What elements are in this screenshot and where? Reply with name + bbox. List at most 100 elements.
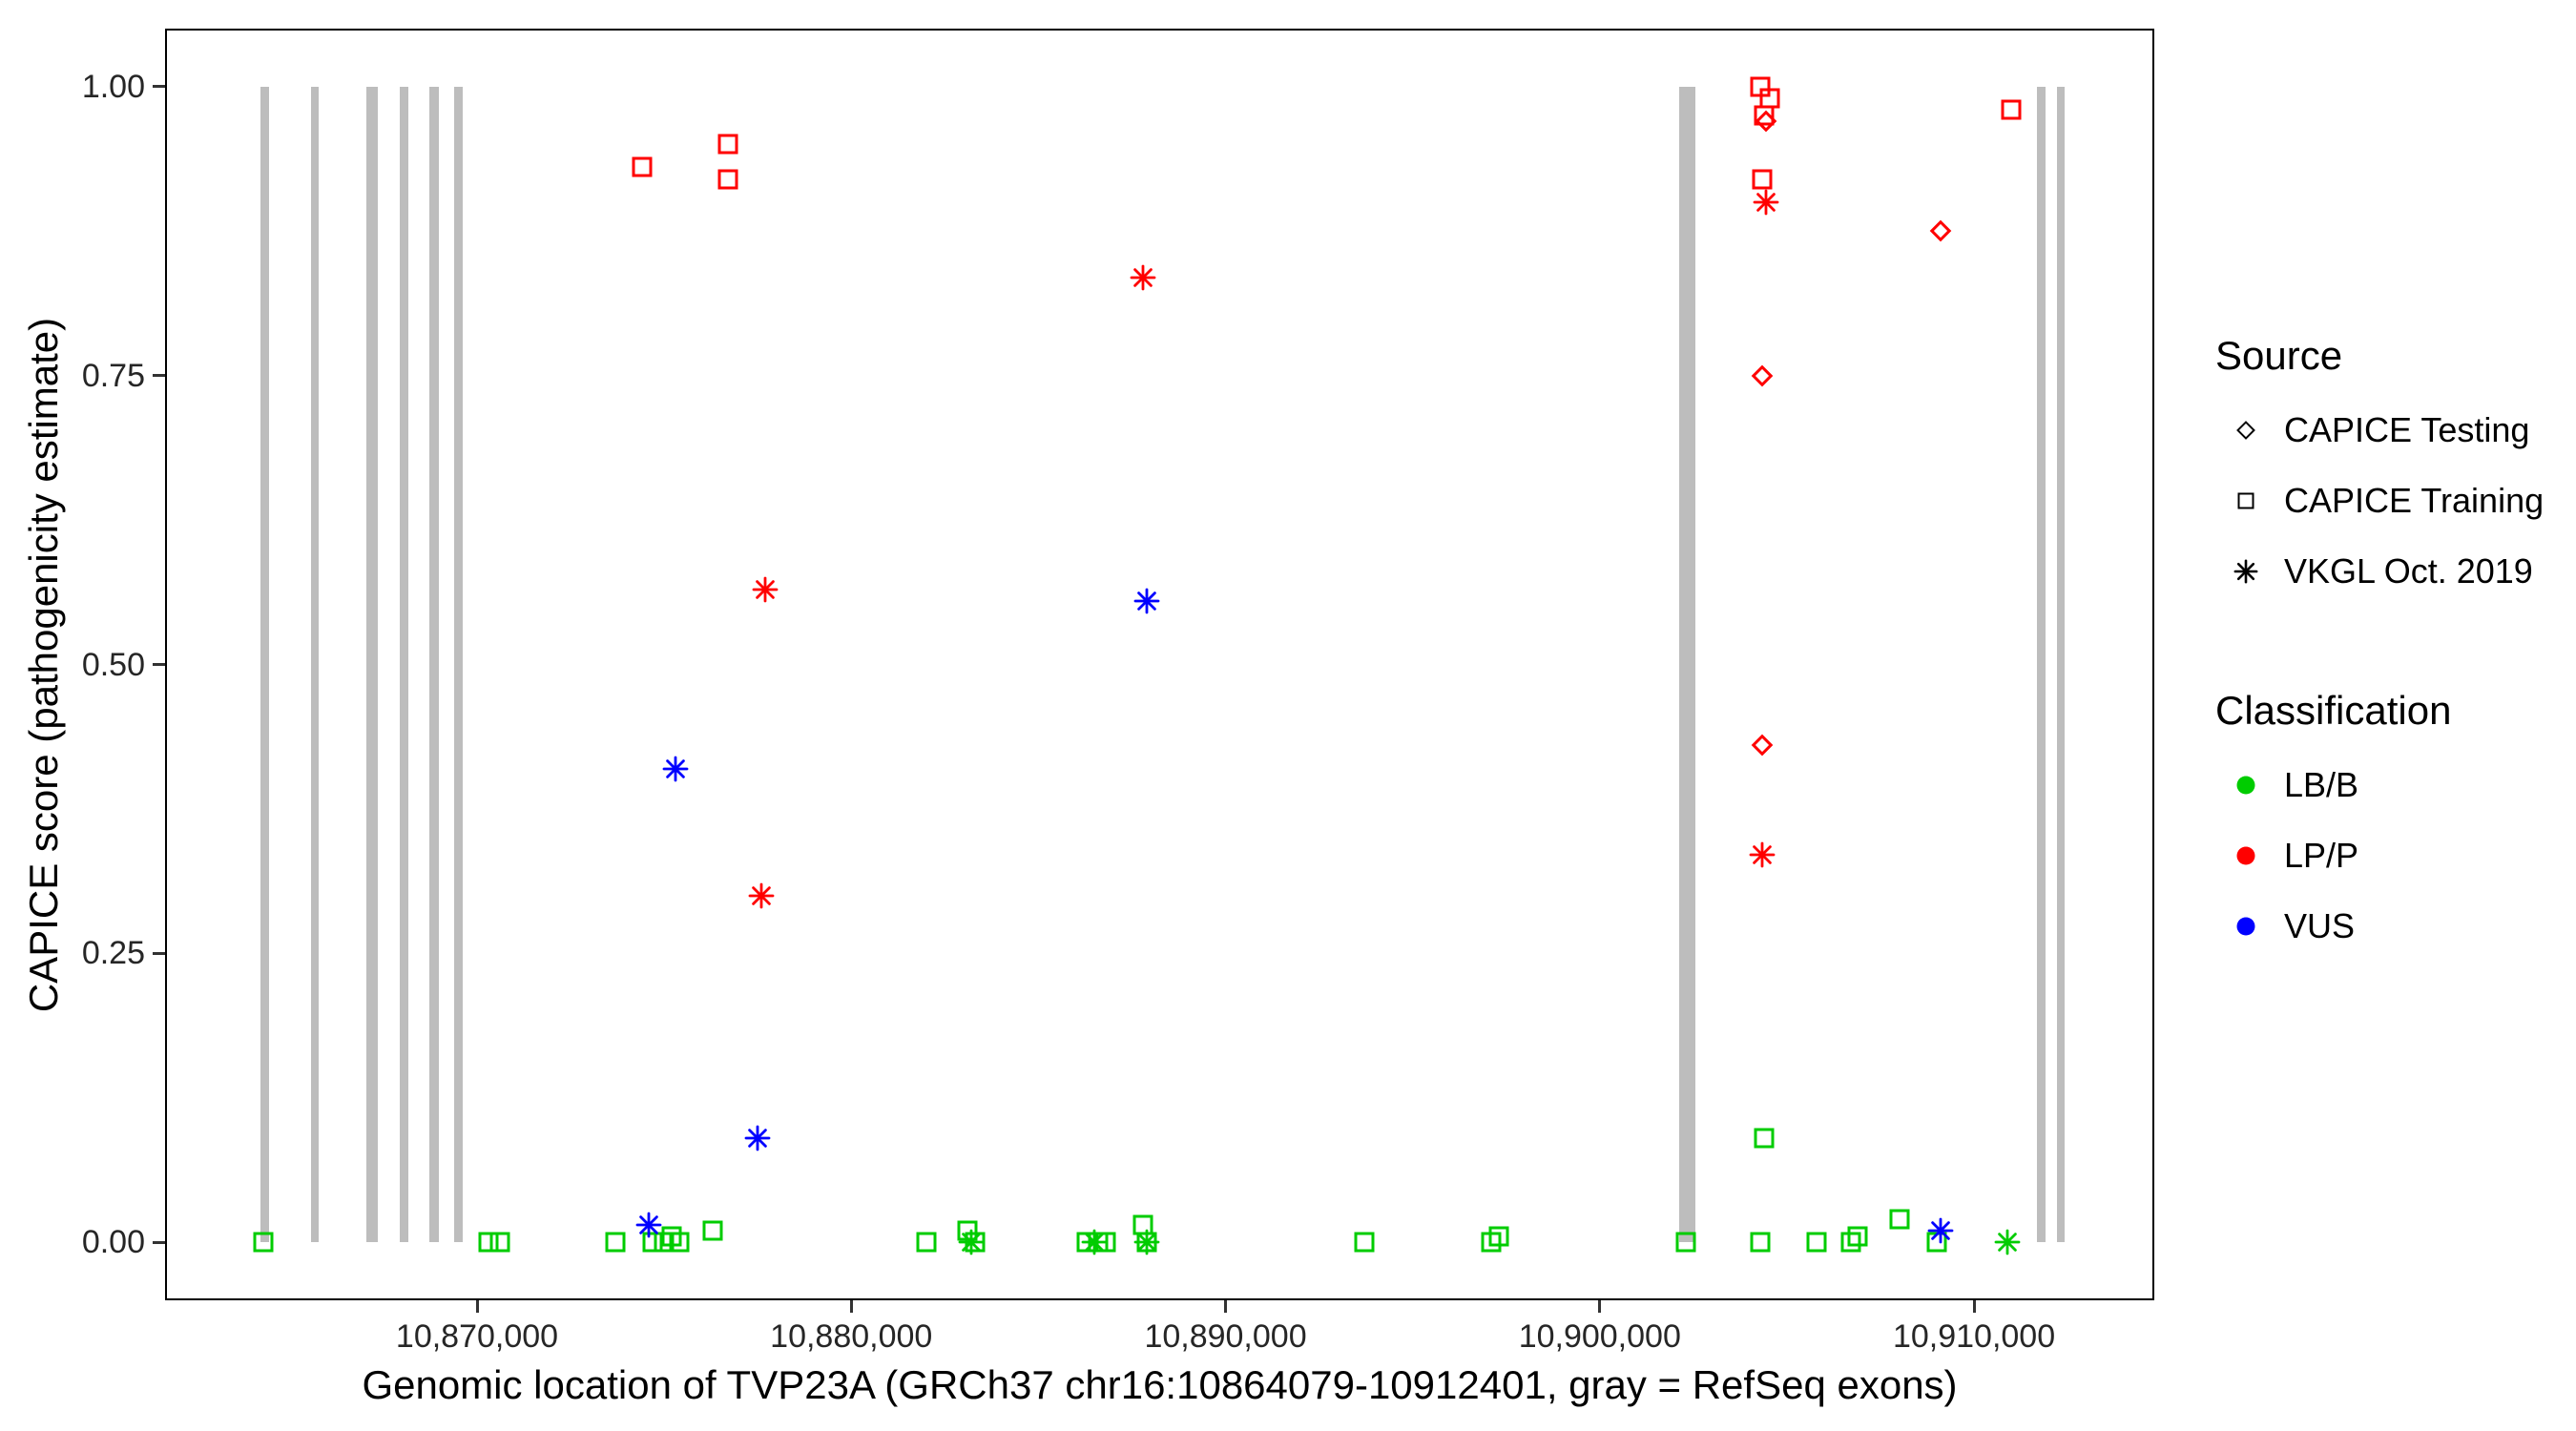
x-axis-title: Genomic location of TVP23A (GRCh37 chr16… <box>362 1362 1958 1407</box>
legend-classification-items: LB/B LP/P VUS <box>2215 750 2570 962</box>
y-tick-label: 0.00 <box>81 1224 145 1261</box>
data-point <box>1806 1232 1827 1253</box>
x-tick-label: 10,900,000 <box>1518 1318 1681 1355</box>
data-point <box>1133 588 1160 614</box>
diamond-icon <box>2236 421 2255 440</box>
circle-key <box>2229 839 2263 873</box>
data-point <box>1754 105 1775 126</box>
y-tick-label: 0.75 <box>81 357 145 394</box>
data-point <box>1752 169 1773 190</box>
legend-item-label: CAPICE Training <box>2284 481 2545 520</box>
y-tick-label: 0.25 <box>81 935 145 972</box>
data-point <box>1133 1229 1160 1255</box>
legend-classification-title: Classification <box>2215 688 2452 733</box>
legend-source-title: Source <box>2215 333 2343 378</box>
legend-item-label: CAPICE Testing <box>2284 410 2530 449</box>
y-tick-mark <box>153 374 165 378</box>
square-icon <box>2237 492 2254 509</box>
legend-item: VKGL Oct. 2019 <box>2215 536 2570 607</box>
plot-panel <box>165 29 2154 1300</box>
asterisk-key <box>2229 554 2263 589</box>
data-point <box>717 134 738 155</box>
legend-item: VUS <box>2215 891 2570 962</box>
square-key <box>2229 484 2263 518</box>
y-tick-mark <box>153 663 165 666</box>
data-point <box>752 576 779 603</box>
data-point <box>1675 1232 1696 1253</box>
exon-bar <box>428 86 439 1243</box>
data-point <box>489 1232 510 1253</box>
exon-bar <box>454 86 463 1243</box>
data-point <box>1753 189 1779 216</box>
y-tick-mark <box>153 85 165 89</box>
data-point <box>1929 219 1952 242</box>
legend-item: LP/P <box>2215 820 2570 891</box>
x-tick-mark <box>1972 1300 1976 1313</box>
data-point <box>1488 1226 1509 1247</box>
exon-bar <box>1679 86 1695 1243</box>
x-tick-label: 10,910,000 <box>1892 1318 2056 1355</box>
legend-item: CAPICE Testing <box>2215 395 2570 466</box>
data-point <box>744 1125 771 1151</box>
y-tick-mark <box>153 1240 165 1244</box>
exon-bar <box>2037 86 2046 1243</box>
diamond-key <box>2229 413 2263 447</box>
data-point <box>1081 1229 1108 1255</box>
data-point <box>1749 841 1776 868</box>
data-point <box>1994 1229 2021 1255</box>
data-point <box>717 169 738 190</box>
exon-bar <box>366 86 379 1243</box>
legend-source-items: CAPICE Testing CAPICE Training VKGL Oct. 2… <box>2215 395 2570 607</box>
data-point <box>669 1232 690 1253</box>
data-point <box>478 1232 499 1253</box>
legend-item-label: VUS <box>2284 906 2356 945</box>
data-point <box>2001 99 2022 120</box>
x-tick-mark <box>1224 1300 1228 1313</box>
data-point <box>916 1232 937 1253</box>
data-point <box>605 1232 626 1253</box>
legend: Source CAPICE Testing CAPICE Training VKGL… <box>2215 332 2570 962</box>
x-tick-mark <box>1598 1300 1602 1313</box>
data-point <box>635 1212 662 1238</box>
x-tick-mark <box>849 1300 853 1313</box>
data-point <box>662 756 689 782</box>
x-tick-mark <box>475 1300 479 1313</box>
data-point <box>1354 1232 1375 1253</box>
data-point <box>1754 1128 1775 1149</box>
data-point <box>1927 1217 1954 1244</box>
data-point <box>748 882 775 909</box>
circle-icon <box>2236 846 2255 865</box>
data-point <box>1847 1226 1868 1247</box>
circle-icon <box>2236 917 2255 936</box>
exon-bar <box>310 86 320 1243</box>
exon-bar <box>2057 86 2065 1243</box>
asterisk-icon <box>2233 559 2258 584</box>
data-point <box>1889 1209 1910 1230</box>
y-tick-mark <box>153 951 165 955</box>
legend-item-label: LP/P <box>2284 836 2359 875</box>
x-tick-label: 10,870,000 <box>395 1318 559 1355</box>
data-point <box>1130 264 1156 291</box>
exon-bar <box>400 86 408 1243</box>
legend-item: CAPICE Training <box>2215 466 2570 536</box>
circle-key <box>2229 909 2263 944</box>
y-tick-label: 0.50 <box>81 646 145 683</box>
y-tick-label: 1.00 <box>81 68 145 105</box>
x-tick-label: 10,880,000 <box>770 1318 933 1355</box>
data-point <box>632 156 653 177</box>
legend-item-label: VKGL Oct. 2019 <box>2284 551 2533 591</box>
legend-item: LB/B <box>2215 750 2570 820</box>
exon-bar <box>260 86 269 1243</box>
legend-item-label: LB/B <box>2284 765 2359 804</box>
data-point <box>1752 734 1774 757</box>
x-tick-label: 10,890,000 <box>1144 1318 1307 1355</box>
data-point <box>702 1220 723 1241</box>
circle-icon <box>2236 776 2255 795</box>
circle-key <box>2229 768 2263 802</box>
data-point <box>958 1229 985 1255</box>
data-point <box>253 1232 274 1253</box>
data-point <box>1750 1232 1771 1253</box>
data-point <box>642 1232 663 1253</box>
data-point <box>1752 364 1774 386</box>
